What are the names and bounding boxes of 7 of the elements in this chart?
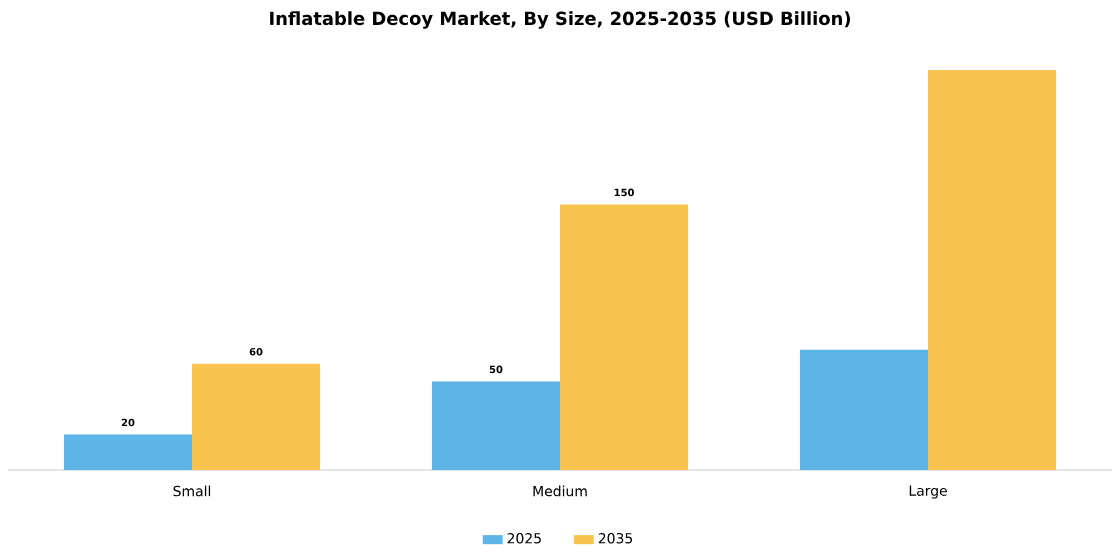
- bar: [928, 69, 1057, 470]
- bar: [63, 434, 193, 470]
- bar: [192, 363, 321, 470]
- bar: [431, 381, 561, 470]
- bar: [560, 204, 689, 470]
- chart-title: Inflatable Decoy Market, By Size, 2025-2035 (USD Billion): [270, 11, 851, 29]
- bar: [799, 349, 929, 470]
